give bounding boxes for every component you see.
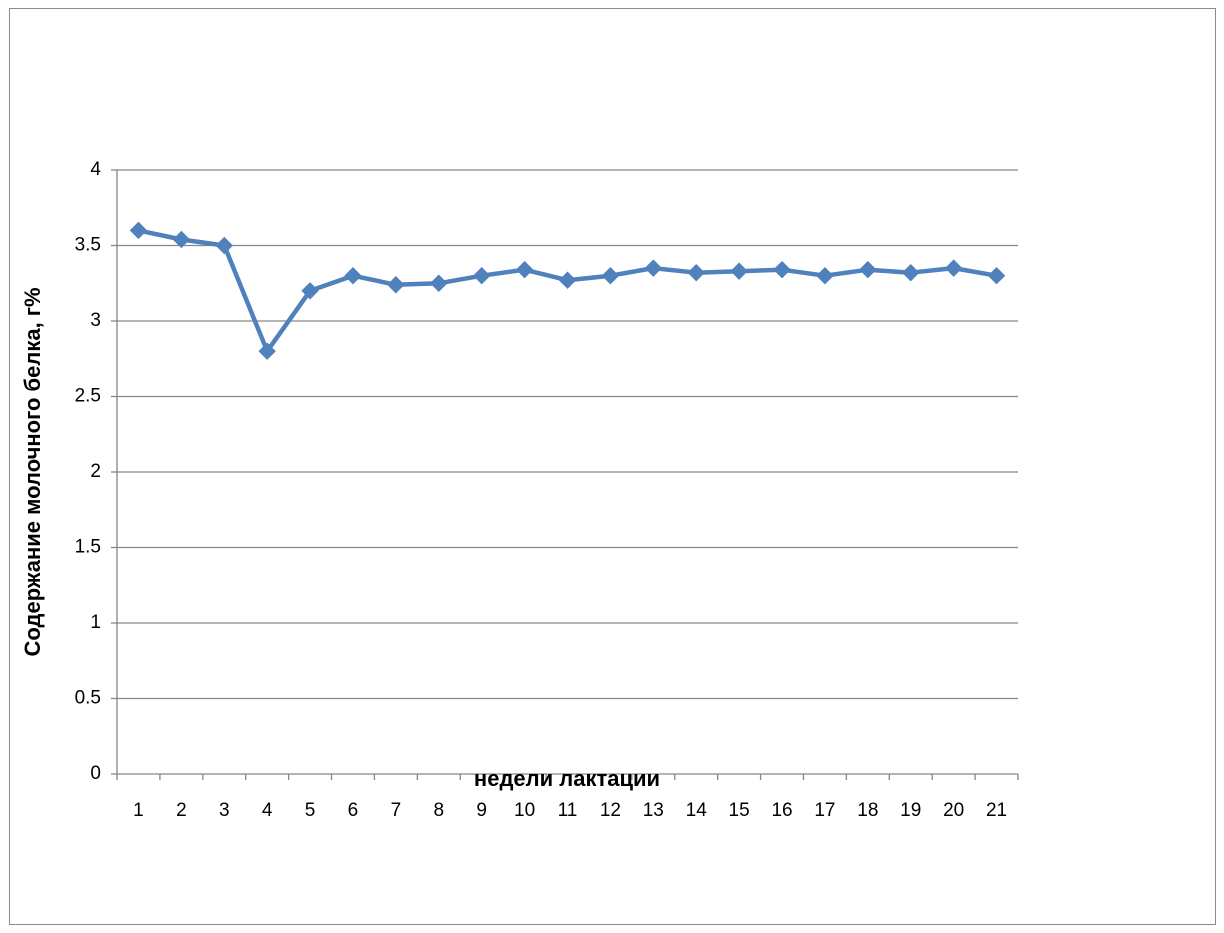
y-tick-label: 3 [90, 310, 101, 331]
data-point-marker [558, 271, 577, 289]
x-tick-label: 10 [514, 800, 535, 821]
x-axis-title: недели лактации [474, 766, 660, 791]
data-point-marker [601, 266, 620, 285]
x-tick-label: 17 [814, 800, 835, 821]
data-point-marker [387, 276, 405, 294]
gridlines [117, 169, 1018, 700]
data-point-marker [773, 260, 791, 279]
data-point-marker [215, 236, 233, 255]
x-tick-label: 13 [643, 800, 664, 821]
x-tick-label: 6 [348, 800, 359, 821]
data-point-marker [644, 259, 663, 277]
data-point-marker [987, 266, 1006, 285]
data-point-marker [472, 266, 491, 285]
x-tick-label: 12 [600, 800, 621, 821]
x-tick-label: 7 [391, 800, 402, 821]
x-tick-label: 20 [943, 800, 964, 821]
y-tick-label: 0 [90, 763, 101, 784]
data-point-marker [816, 266, 834, 285]
data-point-marker [430, 274, 448, 292]
x-tick-label: 14 [686, 800, 708, 821]
data-series [129, 221, 1006, 360]
y-tick-label: 2 [90, 461, 101, 482]
y-tick-label: 2.5 [75, 386, 101, 407]
data-point-marker [859, 260, 877, 279]
y-tick-label: 4 [90, 159, 101, 180]
x-tick-label: 19 [900, 800, 921, 821]
x-tick-label: 5 [305, 800, 316, 821]
data-point-marker [515, 260, 534, 279]
data-point-marker [301, 282, 319, 300]
y-tick-labels: 0 0.5 1 1.5 2 2.5 3 3.5 4 [75, 159, 102, 784]
x-tick-label: 1 [133, 800, 144, 821]
data-point-marker [258, 342, 276, 360]
x-tick-label: 3 [219, 800, 230, 821]
x-tick-label: 15 [729, 800, 750, 821]
axes [111, 169, 1019, 780]
x-tick-label: 4 [262, 800, 273, 821]
data-point-marker [902, 263, 920, 282]
x-tick-label: 18 [857, 800, 878, 821]
data-point-marker [730, 262, 748, 280]
data-point-marker [129, 221, 148, 240]
x-tick-label: 9 [476, 800, 487, 821]
chart-area [9, 8, 1216, 925]
y-tick-label: 3.5 [75, 235, 101, 256]
y-axis-title: Содержание молочного белка, г% [20, 287, 45, 656]
x-tick-label: 16 [771, 800, 792, 821]
series-line [136, 228, 999, 354]
data-point-marker [944, 259, 963, 277]
data-point-marker [344, 266, 362, 285]
x-tick-labels: 1 2 3 4 5 6 7 8 9 10 11 12 13 14 15 16 17 18 19 20 21 [133, 800, 1007, 821]
data-point-marker [172, 230, 191, 249]
x-tick-label: 21 [986, 800, 1007, 821]
data-point-marker [687, 263, 705, 282]
x-tick-label: 2 [176, 800, 187, 821]
y-tick-label: 1.5 [75, 537, 101, 558]
y-tick-label: 0.5 [75, 688, 101, 709]
y-tick-label: 1 [90, 612, 101, 633]
x-tick-label: 8 [433, 800, 444, 821]
x-tick-label: 11 [558, 800, 578, 821]
